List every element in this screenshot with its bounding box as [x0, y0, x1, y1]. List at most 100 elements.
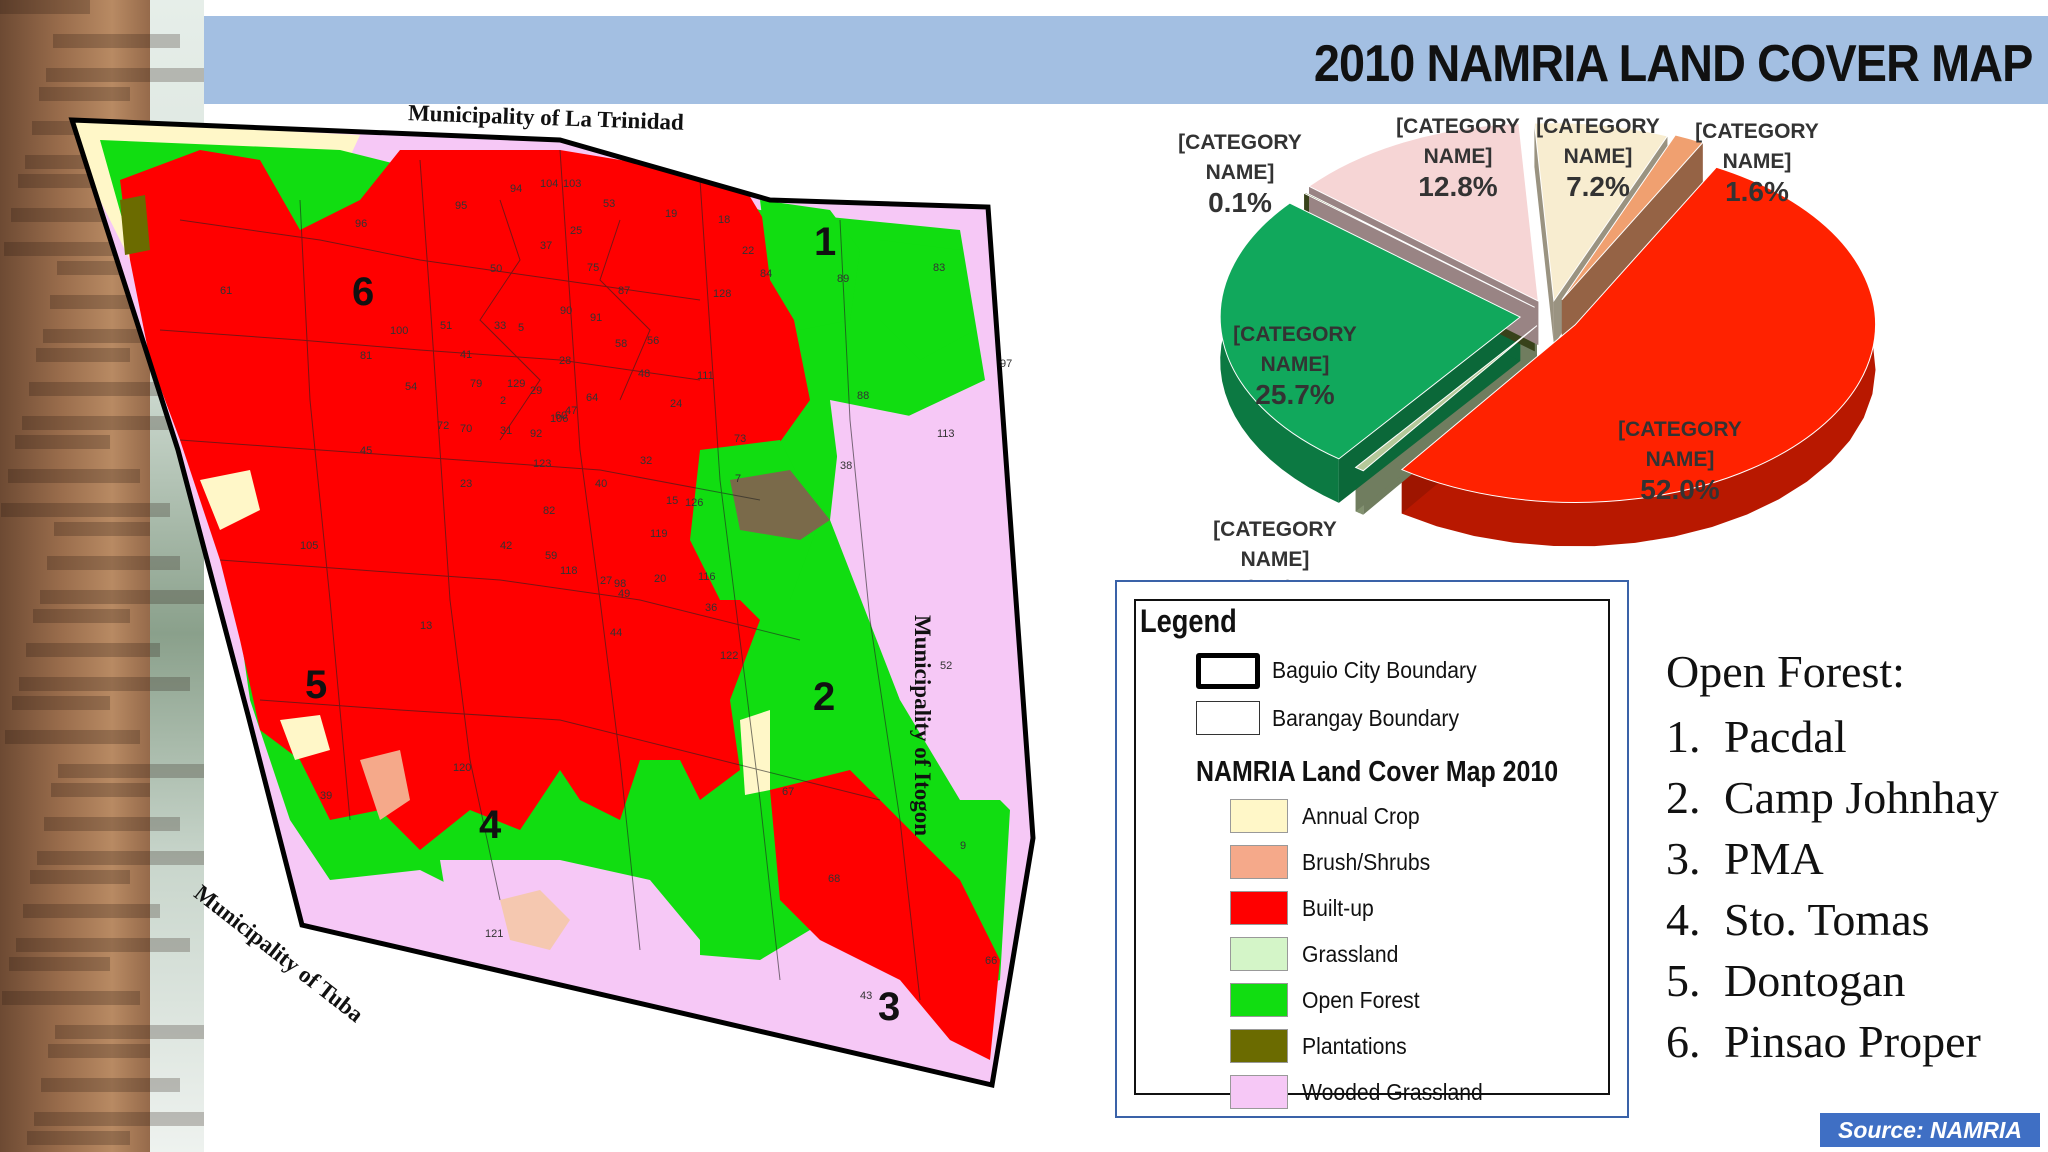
bark-texture	[34, 1112, 204, 1126]
bark-texture	[39, 87, 130, 101]
bark-texture	[36, 348, 130, 362]
bark-texture	[29, 382, 160, 396]
legend-title: Legend	[1140, 603, 1237, 639]
pie-data-label: [CATEGORY NAME] 0.1%	[1150, 128, 1330, 218]
bark-texture	[51, 783, 150, 797]
list-item: 2. Camp Johnhay	[1666, 772, 1999, 823]
bark-texture	[9, 957, 110, 971]
pie-percent: 7.2%	[1566, 171, 1630, 202]
pie-category-name: [CATEGORY NAME]	[1178, 131, 1302, 184]
bark-texture	[58, 764, 204, 778]
pie-slice	[1533, 122, 1669, 303]
pie-category-name: [CATEGORY NAME]	[1213, 518, 1337, 571]
pie-slice	[1400, 166, 1876, 503]
pie-slice	[1354, 325, 1538, 472]
pie-percent: 12.8%	[1418, 171, 1498, 202]
legend-subtitle: NAMRIA Land Cover Map 2010	[1196, 756, 1559, 788]
legend-swatch	[1230, 983, 1288, 1017]
legend-label: Built-up	[1302, 895, 1374, 921]
page-title: 2010 NAMRIA LAND COVER MAP	[1313, 35, 2032, 93]
bark-texture	[19, 677, 190, 691]
pie-slice	[1561, 134, 1704, 301]
legend-label: Wooded Grassland	[1302, 1079, 1483, 1105]
pie-slice	[1303, 191, 1535, 308]
bark-texture	[48, 1044, 150, 1058]
bark-texture	[15, 435, 110, 449]
list-item: 6. Pinsao Proper	[1666, 1016, 1981, 1067]
source-badge: Source: NAMRIA	[1820, 1113, 2040, 1147]
pie-percent: 52.0%	[1640, 474, 1720, 505]
bark-texture	[55, 1025, 204, 1039]
bark-texture	[40, 590, 204, 604]
legend-swatch	[1230, 1029, 1288, 1063]
bark-texture	[8, 469, 140, 483]
pie-slice-side	[1401, 167, 1876, 547]
bark-texture	[26, 643, 160, 657]
annual-crop-patch-east	[740, 710, 770, 795]
legend-panel: Legend Baguio City Boundary Barangay Bou…	[1115, 580, 1629, 1118]
pie-percent: 0.1%	[1208, 187, 1272, 218]
list-item: 5. Dontogan	[1666, 955, 1906, 1006]
bark-texture	[47, 556, 180, 570]
list-item: 4. Sto. Tomas	[1666, 894, 1930, 945]
legend-label: Plantations	[1302, 1033, 1407, 1059]
pie-slice-edge	[1534, 123, 1554, 345]
bark-texture	[27, 1131, 130, 1145]
legend-swatch	[1230, 1075, 1288, 1109]
pie-data-label: [CATEGORY NAME] 7.2%	[1508, 112, 1688, 202]
bark-texture	[46, 68, 204, 82]
bark-texture	[53, 34, 180, 48]
bark-texture	[1, 503, 170, 517]
pie-slice	[1219, 202, 1522, 460]
built-up-area	[120, 150, 810, 850]
annual-crop-patch-west	[200, 470, 260, 530]
legend-swatch	[1230, 891, 1288, 925]
pie-category-name: [CATEGORY NAME]	[1233, 323, 1357, 376]
legend-label: Baguio City Boundary	[1272, 657, 1477, 683]
legend-label: Grassland	[1302, 941, 1399, 967]
pie-data-label: [CATEGORY NAME] 1.6%	[1667, 117, 1847, 207]
built-up-area-southeast	[770, 770, 1000, 1060]
bark-texture	[16, 938, 190, 952]
city-boundary-swatch	[1196, 653, 1260, 689]
barangay-boundaries	[159, 149, 921, 1001]
bark-texture	[22, 416, 190, 430]
open-forest-list: 1. Pacdal 2. Camp Johnhay 3. PMA 4. Sto. Tom…	[1666, 706, 1999, 1072]
wooded-grassland-east	[830, 400, 1020, 800]
list-item: 1. Pacdal	[1666, 711, 1847, 762]
land-cover-pie-chart	[1219, 122, 1876, 547]
pie-percent: 25.7%	[1255, 379, 1335, 410]
legend-frame: Legend Baguio City Boundary Barangay Bou…	[1134, 599, 1610, 1109]
bark-texture	[5, 730, 140, 744]
bark-texture	[33, 609, 130, 623]
pie-category-name: [CATEGORY NAME]	[1618, 418, 1742, 471]
pie-category-name: [CATEGORY NAME]	[1396, 115, 1520, 168]
legend-label: Brush/Shrubs	[1302, 849, 1431, 875]
pie-slice-edge	[1561, 142, 1703, 344]
legend-swatch	[1230, 937, 1288, 971]
bark-texture	[12, 696, 110, 710]
bark-texture	[54, 522, 150, 536]
open-forest-patch-north	[760, 200, 860, 330]
brush-shrubs-area	[500, 890, 570, 950]
bark-texture	[23, 904, 160, 918]
open-forest-patch-east	[880, 240, 975, 360]
legend-label: Annual Crop	[1302, 803, 1420, 829]
pie-data-label: [CATEGORY NAME] 25.7%	[1205, 320, 1385, 410]
bark-texture	[2, 991, 140, 1005]
legend-label: Barangay Boundary	[1272, 705, 1460, 731]
barangay-boundary-swatch	[1196, 701, 1260, 735]
legend-label: Open Forest	[1302, 987, 1420, 1013]
title-band	[204, 16, 2048, 104]
bark-texture	[0, 0, 90, 14]
baguio-city-boundary	[68, 117, 1036, 1089]
annual-crop-patch-southwest	[280, 715, 330, 760]
legend-swatch	[1230, 799, 1288, 833]
pie-category-name: [CATEGORY NAME]	[1695, 120, 1819, 173]
plantations-area	[730, 470, 830, 540]
pie-category-name: [CATEGORY NAME]	[1536, 115, 1660, 168]
pie-data-label: [CATEGORY NAME] 52.0%	[1590, 415, 1770, 505]
bark-texture	[37, 851, 204, 865]
pie-percent: 1.6%	[1725, 176, 1789, 207]
